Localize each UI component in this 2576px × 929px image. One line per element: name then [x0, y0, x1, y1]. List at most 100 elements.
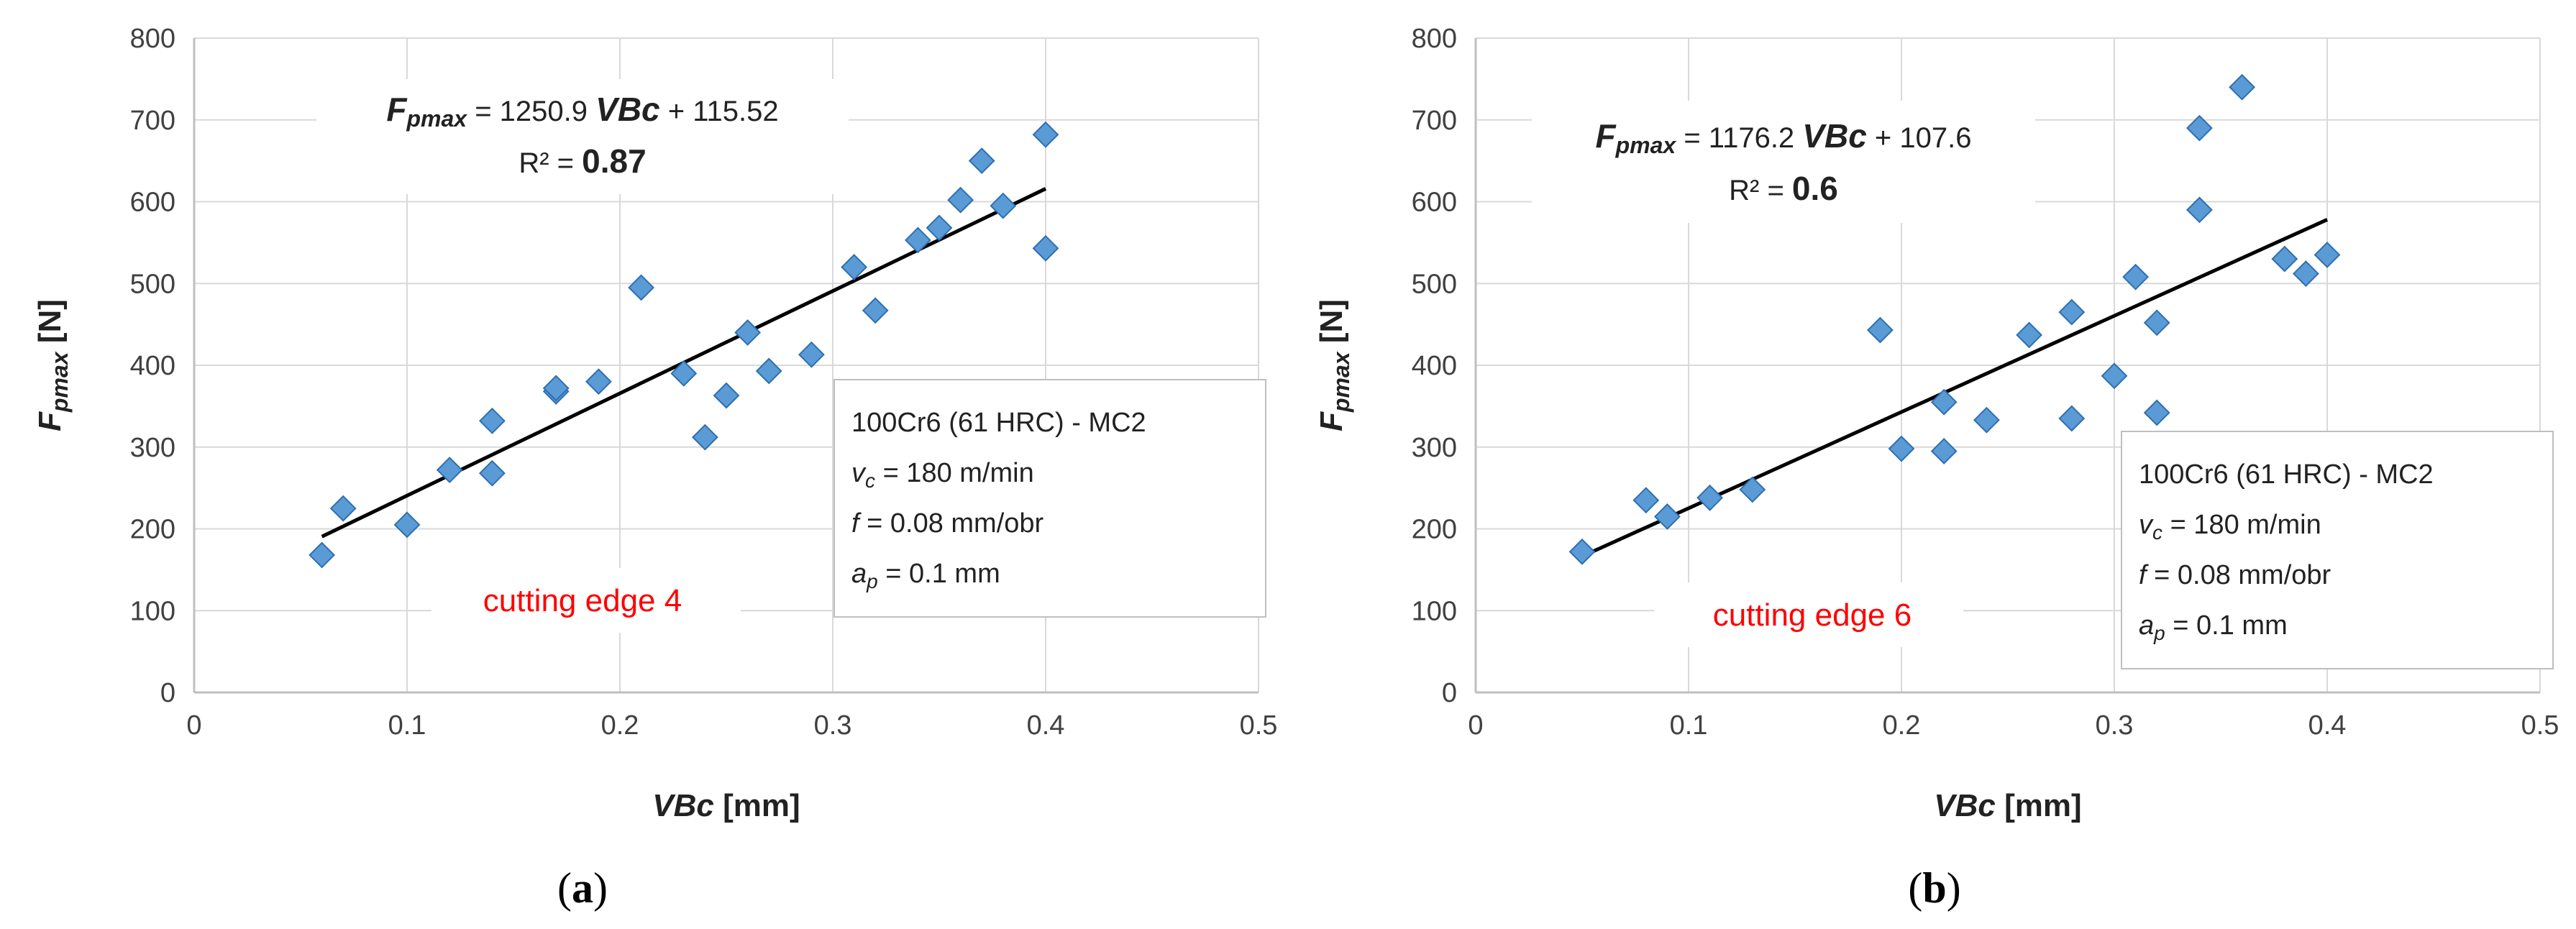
data-point	[1930, 438, 1958, 464]
x-axis-title: VBc [mm]	[1934, 788, 2081, 823]
y-tick-label: 300	[1412, 433, 1457, 463]
y-axis-title: Fpmax [N]	[1314, 299, 1354, 431]
y-tick-label: 800	[1412, 24, 1457, 54]
chart-panel-b: Fpmax = 1176.2 VBc + 107.6 R² = 0.6 100C…	[1314, 24, 2559, 912]
data-point	[947, 186, 974, 214]
data-point	[841, 254, 868, 280]
data-point	[1973, 406, 2000, 434]
data-point	[670, 360, 698, 387]
y-tick-labels: 0 100 200 300 400 500 600 700 800	[1412, 24, 1457, 708]
cutting-edge-label: cutting edge 6	[1713, 598, 1912, 633]
data-point	[734, 319, 762, 346]
y-tick-label: 700	[130, 106, 175, 136]
x-tick-label: 0.3	[814, 710, 852, 741]
data-point	[1568, 538, 1596, 565]
data-point	[542, 375, 570, 402]
data-point	[393, 511, 421, 539]
data-points	[309, 121, 1059, 569]
y-tick-label: 600	[130, 188, 175, 218]
depth-line: ap = 0.1 mm	[2139, 610, 2288, 644]
data-point	[990, 192, 1017, 219]
equation-box: Fpmax = 1250.9 VBc + 115.52 R² = 0.87	[316, 79, 849, 194]
x-axis-title: VBc [mm]	[652, 788, 800, 823]
data-point	[585, 368, 612, 395]
data-point	[478, 459, 506, 487]
data-point	[904, 226, 931, 254]
data-point	[862, 297, 889, 324]
data-point	[1888, 435, 1915, 462]
plot-border	[193, 38, 1259, 694]
cutting-speed-line: vc = 180 m/min	[851, 458, 1034, 492]
depth-line: ap = 0.1 mm	[851, 559, 1000, 592]
y-tick-label: 0	[1442, 678, 1457, 708]
data-point	[968, 147, 995, 175]
data-point	[2058, 405, 2086, 432]
data-point	[1032, 121, 1059, 148]
x-tick-label: 0.1	[388, 710, 426, 741]
equation-text: Fpmax = 1250.9 VBc + 115.52	[386, 91, 778, 132]
data-points	[1568, 73, 2341, 565]
x-tick-label: 0	[186, 710, 201, 741]
y-tick-label: 700	[1412, 106, 1457, 136]
y-tick-label: 400	[130, 351, 175, 381]
y-tick-label: 300	[130, 433, 175, 463]
data-point	[2101, 362, 2128, 390]
data-point	[2058, 298, 2086, 326]
y-tick-label: 600	[1412, 188, 1457, 218]
y-tick-label: 0	[160, 678, 175, 708]
data-point	[1632, 487, 1660, 514]
y-tick-label: 500	[1412, 269, 1457, 299]
plot-border	[1474, 38, 2540, 694]
feed-line: f = 0.08 mm/obr	[2139, 560, 2331, 590]
data-point	[2314, 242, 2341, 268]
data-point	[309, 541, 336, 569]
x-tick-label: 0.1	[1670, 710, 1708, 741]
x-tick-label: 0.4	[2308, 710, 2347, 741]
equation-text: Fpmax = 1176.2 VBc + 107.6	[1596, 117, 1972, 158]
x-tick-label: 0.5	[2521, 710, 2559, 741]
y-tick-label: 500	[130, 269, 175, 299]
data-point	[2229, 73, 2256, 101]
x-tick-label: 0.2	[1883, 710, 1921, 741]
y-tick-label: 200	[1412, 515, 1457, 545]
data-point	[2186, 114, 2213, 142]
data-point	[478, 407, 506, 434]
data-point	[436, 457, 463, 484]
data-point	[1930, 388, 1958, 416]
y-tick-label: 100	[1412, 596, 1457, 626]
r-squared-text: R² = 0.87	[519, 142, 646, 180]
material-line: 100Cr6 (61 HRC) - MC2	[2139, 459, 2434, 490]
x-tick-label: 0.5	[1240, 710, 1278, 741]
y-axis-title: Fpmax [N]	[32, 299, 73, 431]
y-tick-label: 200	[130, 515, 175, 545]
data-point	[926, 214, 953, 242]
data-point	[2292, 260, 2319, 288]
cutting-edge-label: cutting edge 4	[483, 583, 682, 618]
y-tick-label: 100	[130, 596, 175, 626]
data-point	[1739, 476, 1766, 503]
data-point	[2143, 399, 2170, 426]
data-point	[1653, 503, 1681, 530]
conditions-box: 100Cr6 (61 HRC) - MC2 vc = 180 m/min f =…	[833, 379, 1266, 618]
y-tick-label: 400	[1412, 351, 1457, 381]
conditions-box: 100Cr6 (61 HRC) - MC2 vc = 180 m/min f =…	[2121, 431, 2554, 669]
data-point	[798, 341, 825, 368]
data-point	[755, 357, 782, 385]
r-squared-text: R² = 0.6	[1729, 170, 1838, 207]
data-point	[2143, 309, 2170, 337]
panel-label-a: (a)	[557, 864, 608, 912]
equation-box: Fpmax = 1176.2 VBc + 107.6 R² = 0.6	[1532, 101, 2035, 223]
chart-panel-a: Fpmax = 1250.9 VBc + 115.52 R² = 0.87 10…	[32, 24, 1277, 912]
panel-label-b: (b)	[1908, 864, 1960, 912]
data-point	[1696, 484, 1724, 511]
data-point	[2016, 321, 2043, 349]
x-tick-labels: 0 0.1 0.2 0.3 0.4 0.5	[186, 710, 1277, 741]
data-point	[2186, 196, 2213, 224]
cutting-speed-line: vc = 180 m/min	[2139, 510, 2321, 544]
data-point	[2271, 245, 2298, 273]
x-tick-label: 0	[1468, 710, 1483, 741]
data-point	[628, 274, 655, 301]
data-point	[691, 424, 718, 451]
y-tick-label: 800	[130, 24, 175, 54]
